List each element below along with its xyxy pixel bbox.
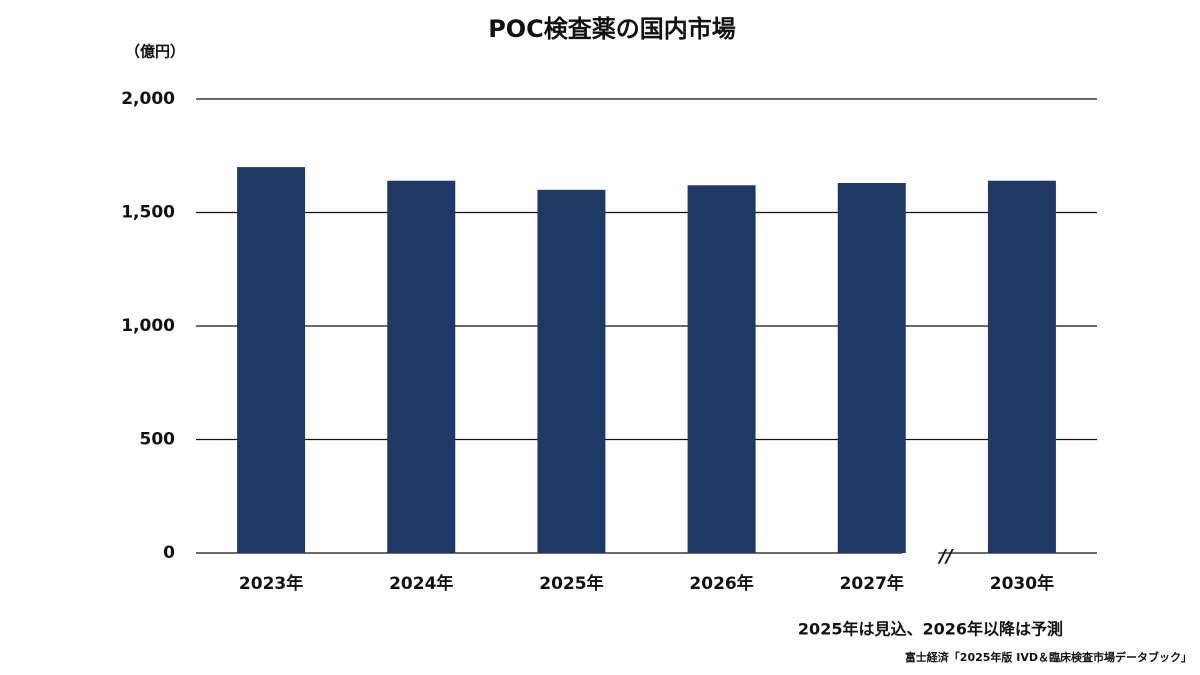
y-tick-label: 0 (163, 543, 175, 563)
bar (987, 180, 1056, 553)
bar (687, 185, 756, 553)
x-tick-label: 2023年 (239, 573, 303, 594)
y-tick-label: 2,000 (121, 89, 175, 109)
chart-title: POC検査薬の国内市場 (488, 15, 736, 43)
note: 2025年は見込、2026年以降は予測 (798, 620, 1063, 639)
x-tick-label: 2027年 (840, 573, 904, 594)
axis-break: // (937, 546, 954, 567)
x-tick-label: 2025年 (539, 573, 603, 594)
bar (237, 167, 306, 553)
bar (837, 182, 906, 554)
bar (537, 189, 606, 554)
x-tick-label: 2026年 (689, 573, 753, 594)
x-tick-label: 2024年 (389, 573, 453, 594)
y-tick-label: 1,500 (121, 203, 175, 223)
y-tick-label: 1,000 (121, 316, 175, 336)
bar (387, 180, 456, 553)
x-tick-label: 2030年 (990, 573, 1054, 594)
source: 富士経済「2025年版 IVD＆臨床検査市場データブック」 (905, 650, 1192, 664)
y-tick-label: 500 (140, 430, 176, 450)
y-unit: （億円） (125, 43, 185, 61)
